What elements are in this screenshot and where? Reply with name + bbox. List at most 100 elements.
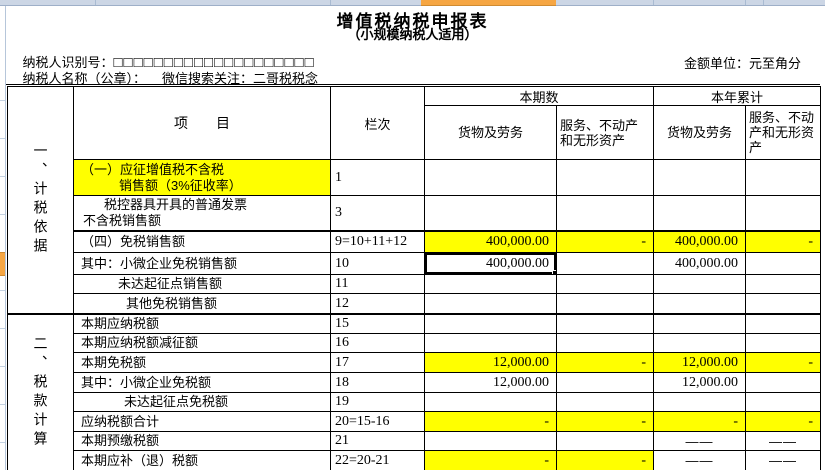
selected-cell[interactable]: 400,000.00 bbox=[425, 253, 557, 274]
cell-ytd-goods[interactable] bbox=[654, 160, 746, 195]
cell-ytd-goods[interactable] bbox=[654, 334, 746, 352]
cell-ytd-goods[interactable] bbox=[654, 275, 746, 293]
row-label-cell: 税控器具开具的普通发票 不含税销售额 bbox=[74, 196, 331, 230]
cell-current-goods[interactable]: 12,000.00 bbox=[425, 353, 557, 372]
cell-current-services[interactable] bbox=[557, 275, 654, 293]
cell-current-goods[interactable] bbox=[425, 334, 557, 352]
cell-current-services[interactable] bbox=[557, 334, 654, 352]
cell-current-goods[interactable] bbox=[425, 315, 557, 333]
cell-current-goods[interactable] bbox=[425, 294, 557, 313]
cell-ytd-goods[interactable]: —— bbox=[654, 432, 746, 450]
gridline-tick bbox=[0, 138, 5, 139]
fill-handle[interactable] bbox=[552, 270, 556, 274]
cell-ytd-services[interactable] bbox=[746, 160, 820, 195]
cell-ytd-goods[interactable]: 12,000.00 bbox=[654, 373, 746, 392]
cell-ytd-goods[interactable] bbox=[654, 294, 746, 313]
cell-ytd-goods[interactable]: 400,000.00 bbox=[654, 253, 746, 274]
row-label-line: 其中：小微企业免税额 bbox=[81, 374, 212, 390]
cell-current-goods[interactable]: 400,000.00 bbox=[425, 232, 557, 252]
cell-current-services[interactable]: - bbox=[557, 232, 654, 252]
row-code-cell: 15 bbox=[331, 315, 425, 333]
table-row: 本期免税额 17 12,000.00 - 12,000.00 - bbox=[74, 353, 820, 373]
row-label-line: 税控器具开具的普通发票 bbox=[104, 197, 248, 212]
cell-ytd-services[interactable]: - bbox=[746, 353, 820, 372]
cell-ytd-goods[interactable] bbox=[654, 196, 746, 230]
cell-ytd-services[interactable]: - bbox=[746, 412, 820, 431]
cell-ytd-services[interactable] bbox=[746, 315, 820, 333]
row-header-strip bbox=[0, 6, 6, 470]
cell-ytd-services[interactable]: - bbox=[746, 232, 820, 252]
row-label-cell: 未达起征点销售额 bbox=[74, 275, 331, 293]
cell-current-services[interactable] bbox=[557, 432, 654, 450]
cell-ytd-services[interactable] bbox=[746, 334, 820, 352]
cell-current-goods[interactable] bbox=[425, 275, 557, 293]
cell-ytd-goods[interactable] bbox=[654, 315, 746, 333]
row-label-line: 本期应补（退）税额 bbox=[81, 452, 199, 468]
cell-ytd-goods[interactable]: 400,000.00 bbox=[654, 232, 746, 252]
cell-ytd-services[interactable]: —— bbox=[769, 433, 797, 449]
cell-ytd-goods[interactable] bbox=[654, 393, 746, 411]
taxpayer-name-value[interactable]: 微信搜索关注：二哥税税念 bbox=[161, 71, 318, 86]
row-label-cell: （四）免税销售额 bbox=[74, 232, 331, 252]
row-label-cell: 其中：小微企业免税销售额 bbox=[74, 253, 331, 274]
table-header: 项 目 栏次 本期数 货物及劳务 服务、不动产和无形资产 本年累计 货物及劳务 bbox=[74, 87, 820, 160]
amount-unit: 金额单位：元至角分 bbox=[683, 56, 801, 71]
header-ytd-services: 服务、不动产和无形资产 bbox=[749, 110, 815, 155]
table-row: 本期应纳税额减征额 16 bbox=[74, 334, 820, 353]
cell-current-services[interactable]: - bbox=[557, 353, 654, 372]
form-title: 增值税纳税申报表 bbox=[336, 12, 489, 31]
cell-current-services[interactable] bbox=[557, 253, 654, 274]
row-label-cell: 其中：小微企业免税额 bbox=[74, 373, 331, 392]
row-label-cell: 本期应纳税额减征额 bbox=[74, 334, 331, 352]
cell-current-goods[interactable] bbox=[425, 160, 557, 195]
header-ytd-goods: 货物及劳务 bbox=[654, 106, 746, 159]
row-label-line: （四）免税销售额 bbox=[81, 234, 186, 249]
cell-ytd-services[interactable] bbox=[746, 196, 820, 230]
cell-ytd-services[interactable] bbox=[746, 373, 820, 392]
gridline-tick bbox=[763, 0, 764, 5]
cell-ytd-goods[interactable]: —— bbox=[654, 451, 746, 470]
cell-current-goods[interactable]: - bbox=[425, 412, 557, 431]
cell-current-goods[interactable] bbox=[425, 196, 557, 230]
cell-ytd-goods[interactable]: 12,000.00 bbox=[654, 353, 746, 372]
table-row: 本期预缴税额 21 —— —— bbox=[74, 432, 820, 451]
cell-current-services[interactable] bbox=[557, 315, 654, 333]
cell-ytd-services[interactable] bbox=[746, 294, 820, 313]
form-subtitle: （小规模纳税人适用） bbox=[347, 27, 478, 42]
gridline-tick bbox=[745, 0, 746, 5]
cell-ytd-goods[interactable]: - bbox=[654, 412, 746, 431]
cell-current-services[interactable] bbox=[557, 160, 654, 195]
cell-current-goods[interactable] bbox=[425, 432, 557, 450]
cell-ytd-services[interactable] bbox=[746, 393, 820, 411]
cell-current-services[interactable]: - bbox=[557, 451, 654, 470]
cell-current-services[interactable] bbox=[557, 393, 654, 411]
section-tax-calculation: 二、税款计算 本期应纳税额 15 本期应纳税额减征额 bbox=[8, 315, 820, 470]
header-current-services: 服务、不动产和无形资产 bbox=[560, 117, 639, 148]
table-row: （四）免税销售额 9=10+11+12 400,000.00 - 400,000… bbox=[74, 232, 820, 253]
cell-current-goods[interactable] bbox=[425, 393, 557, 411]
header-group-current: 本期数 货物及劳务 服务、不动产和无形资产 bbox=[425, 87, 654, 159]
row-label-cell: 本期应补（退）税额 bbox=[74, 451, 331, 470]
row-code-cell: 22=20-21 bbox=[331, 451, 425, 470]
cell-current-services[interactable] bbox=[557, 373, 654, 392]
cell-current-services[interactable] bbox=[557, 196, 654, 230]
row-label-line: 其中：小微企业免税销售额 bbox=[81, 255, 238, 271]
cell-ytd-services[interactable] bbox=[746, 275, 820, 293]
cell-current-services[interactable]: - bbox=[557, 412, 654, 431]
gridline-tick bbox=[0, 442, 5, 443]
cell-ytd-services[interactable]: —— bbox=[769, 453, 797, 468]
section2-sidebar: 二、税款计算 bbox=[8, 315, 74, 470]
table-row: 本期应补（退）税额 22=20-21 - - —— —— bbox=[74, 451, 820, 470]
table-row: 未达起征点销售额 11 bbox=[74, 275, 820, 294]
row-code-cell: 20=15-16 bbox=[331, 412, 425, 431]
row-code-cell: 16 bbox=[331, 334, 425, 352]
cell-ytd-services[interactable] bbox=[746, 253, 820, 274]
row-label-line: （一）应征增值税不含税 bbox=[81, 161, 225, 177]
taxpayer-id-boxes[interactable]: □□□□□□□□□□□□□□□□□□□□ bbox=[113, 54, 315, 71]
cell-current-goods[interactable]: - bbox=[425, 451, 557, 470]
cell-current-goods[interactable]: 12,000.00 bbox=[425, 373, 557, 392]
cell-current-services[interactable] bbox=[557, 294, 654, 313]
gridline-tick bbox=[0, 176, 5, 177]
table-row: 未达起征点免税额 19 bbox=[74, 393, 820, 412]
